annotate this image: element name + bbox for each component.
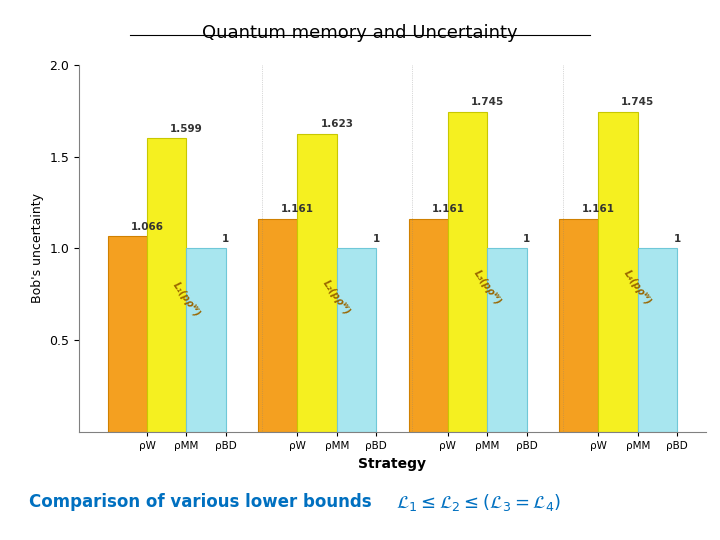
Bar	[297, 134, 337, 432]
Bar	[408, 219, 448, 432]
Bar	[258, 219, 297, 432]
Text: L₁(pρᵂ): L₁(pρᵂ)	[171, 281, 202, 319]
Text: 1: 1	[222, 234, 230, 244]
Text: L₃(pρᵂ): L₃(pρᵂ)	[472, 268, 503, 307]
Bar	[186, 248, 226, 432]
Bar	[598, 112, 638, 432]
Bar	[638, 248, 677, 432]
Text: Comparison of various lower bounds: Comparison of various lower bounds	[29, 493, 372, 511]
Bar	[448, 112, 487, 432]
Text: 1.066: 1.066	[130, 222, 163, 232]
Text: 1.161: 1.161	[431, 204, 464, 214]
Bar	[487, 248, 527, 432]
Text: Quantum memory and Uncertainty: Quantum memory and Uncertainty	[202, 24, 518, 42]
Bar	[147, 138, 186, 432]
Text: 1.745: 1.745	[621, 97, 654, 107]
Text: L₄(pρᵂ): L₄(pρᵂ)	[622, 268, 653, 307]
Text: L₂(pρᵂ): L₂(pρᵂ)	[321, 279, 353, 318]
Bar	[337, 248, 377, 432]
Text: 1.161: 1.161	[281, 204, 314, 214]
Y-axis label: Bob's uncertainty: Bob's uncertainty	[31, 193, 44, 303]
X-axis label: Strategy: Strategy	[359, 457, 426, 470]
Text: 1.745: 1.745	[471, 97, 504, 107]
Bar	[108, 237, 147, 432]
Text: 1: 1	[523, 234, 531, 244]
Text: 1: 1	[673, 234, 680, 244]
Text: 1.623: 1.623	[320, 119, 354, 130]
Text: $\mathcal{L}_1 \leq \mathcal{L}_2 \leq (\mathcal{L}_3 = \mathcal{L}_4)$: $\mathcal{L}_1 \leq \mathcal{L}_2 \leq (…	[396, 492, 562, 512]
Text: 1.161: 1.161	[582, 204, 615, 214]
Text: 1.599: 1.599	[170, 124, 203, 134]
Text: 1: 1	[373, 234, 380, 244]
Bar	[559, 219, 598, 432]
